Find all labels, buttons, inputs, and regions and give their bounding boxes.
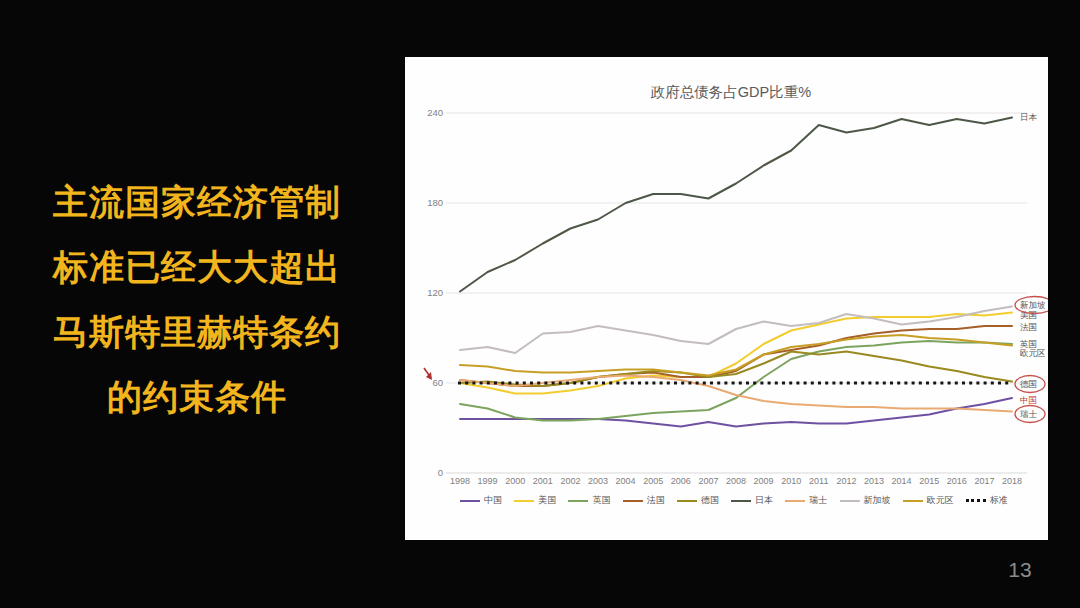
x-tick-label: 2003 bbox=[588, 476, 608, 486]
legend-label: 美国 bbox=[538, 494, 556, 507]
legend-item-日本: 日本 bbox=[731, 494, 773, 507]
legend-label: 中国 bbox=[484, 494, 502, 507]
debt-gdp-line-chart: 政府总债务占GDP比重% 0 60 120 180 240 1998 1999 2000 2001… bbox=[405, 57, 1048, 540]
series-end-label-新加坡: 新加坡 bbox=[1020, 300, 1046, 310]
x-tick-label: 2009 bbox=[754, 476, 774, 486]
legend-label: 瑞士 bbox=[809, 494, 827, 507]
series-end-label-中国: 中国 bbox=[1020, 395, 1037, 405]
legend-swatch bbox=[623, 500, 643, 502]
x-tick-label: 2014 bbox=[892, 476, 912, 486]
y-tick-label: 240 bbox=[427, 107, 443, 118]
x-tick-label: 2006 bbox=[671, 476, 691, 486]
legend-item-新加坡: 新加坡 bbox=[840, 494, 891, 507]
y-tick-label: 120 bbox=[427, 287, 443, 298]
x-tick-label: 2000 bbox=[505, 476, 525, 486]
legend-label: 日本 bbox=[755, 494, 773, 507]
series-end-label-日本: 日本 bbox=[1020, 112, 1038, 122]
x-tick-label: 2001 bbox=[533, 476, 553, 486]
headline-line: 主流国家经济管制 bbox=[0, 169, 394, 234]
x-tick-label: 1998 bbox=[450, 476, 470, 486]
series-line-美国 bbox=[460, 313, 1012, 394]
headline-line: 马斯特里赫特条约 bbox=[0, 299, 394, 364]
legend-item-德国: 德国 bbox=[677, 494, 719, 507]
x-tick-label: 2012 bbox=[836, 476, 856, 486]
legend-item-标准: 标准 bbox=[966, 494, 1008, 507]
x-tick-label: 1999 bbox=[478, 476, 498, 486]
x-tick-label: 2015 bbox=[919, 476, 939, 486]
legend-swatch bbox=[460, 500, 480, 502]
legend-swatch bbox=[514, 500, 534, 502]
legend-swatch bbox=[731, 500, 751, 502]
legend-label: 法国 bbox=[647, 494, 665, 507]
x-tick-label: 2011 bbox=[809, 476, 828, 486]
x-tick-label: 2010 bbox=[781, 476, 801, 486]
chart-legend: 中国 美国 英国 法国 德国 日本 瑞士 新加坡 欧元区 标准 bbox=[460, 494, 1008, 507]
series-line-中国 bbox=[460, 398, 1012, 427]
x-tick-label: 2004 bbox=[616, 476, 636, 486]
series-line-法国 bbox=[460, 326, 1012, 386]
series-end-label-法国: 法国 bbox=[1020, 322, 1037, 332]
legend-label: 标准 bbox=[990, 494, 1008, 507]
x-tick-label: 2007 bbox=[698, 476, 718, 486]
x-tick-label: 2005 bbox=[643, 476, 663, 486]
series-end-label-德国: 德国 bbox=[1020, 379, 1037, 389]
legend-swatch bbox=[677, 500, 697, 502]
x-tick-label: 2013 bbox=[864, 476, 884, 486]
x-tick-label: 2016 bbox=[947, 476, 967, 486]
legend-swatch bbox=[903, 500, 923, 502]
headline-line: 的约束条件 bbox=[0, 364, 394, 429]
headline-line: 标准已经大大超出 bbox=[0, 234, 394, 299]
legend-swatch bbox=[840, 500, 860, 502]
series-end-label-瑞士: 瑞士 bbox=[1020, 409, 1038, 419]
legend-label: 新加坡 bbox=[864, 494, 891, 507]
series-line-日本 bbox=[460, 118, 1012, 292]
legend-swatch bbox=[966, 499, 986, 502]
legend-swatch bbox=[785, 500, 805, 502]
legend-item-英国: 英国 bbox=[568, 494, 610, 507]
y-tick-label: 0 bbox=[438, 467, 443, 478]
headline: 主流国家经济管制标准已经大大超出马斯特里赫特条约的约束条件 bbox=[0, 169, 394, 429]
legend-item-欧元区: 欧元区 bbox=[903, 494, 954, 507]
legend-swatch bbox=[568, 500, 588, 502]
legend-label: 德国 bbox=[701, 494, 719, 507]
x-tick-label: 2017 bbox=[974, 476, 994, 486]
y-tick-label: 180 bbox=[427, 197, 443, 208]
y-tick-label: 60 bbox=[432, 377, 443, 388]
legend-label: 欧元区 bbox=[927, 494, 954, 507]
x-tick-label: 2008 bbox=[726, 476, 746, 486]
series-end-label-欧元区: 欧元区 bbox=[1020, 348, 1046, 358]
x-tick-label: 2002 bbox=[560, 476, 580, 486]
legend-item-瑞士: 瑞士 bbox=[785, 494, 827, 507]
slide: 主流国家经济管制标准已经大大超出马斯特里赫特条约的约束条件 政府总债务占GDP比… bbox=[0, 0, 1080, 608]
chart-panel: 政府总债务占GDP比重% 0 60 120 180 240 1998 1999 2000 2001… bbox=[405, 57, 1048, 540]
page-number: 13 bbox=[995, 558, 1045, 582]
x-tick-label: 2018 bbox=[1002, 476, 1022, 486]
legend-item-法国: 法国 bbox=[623, 494, 665, 507]
legend-label: 英国 bbox=[592, 494, 610, 507]
chart-title: 政府总债务占GDP比重% bbox=[650, 84, 811, 100]
legend-item-中国: 中国 bbox=[460, 494, 502, 507]
legend-item-美国: 美国 bbox=[514, 494, 556, 507]
